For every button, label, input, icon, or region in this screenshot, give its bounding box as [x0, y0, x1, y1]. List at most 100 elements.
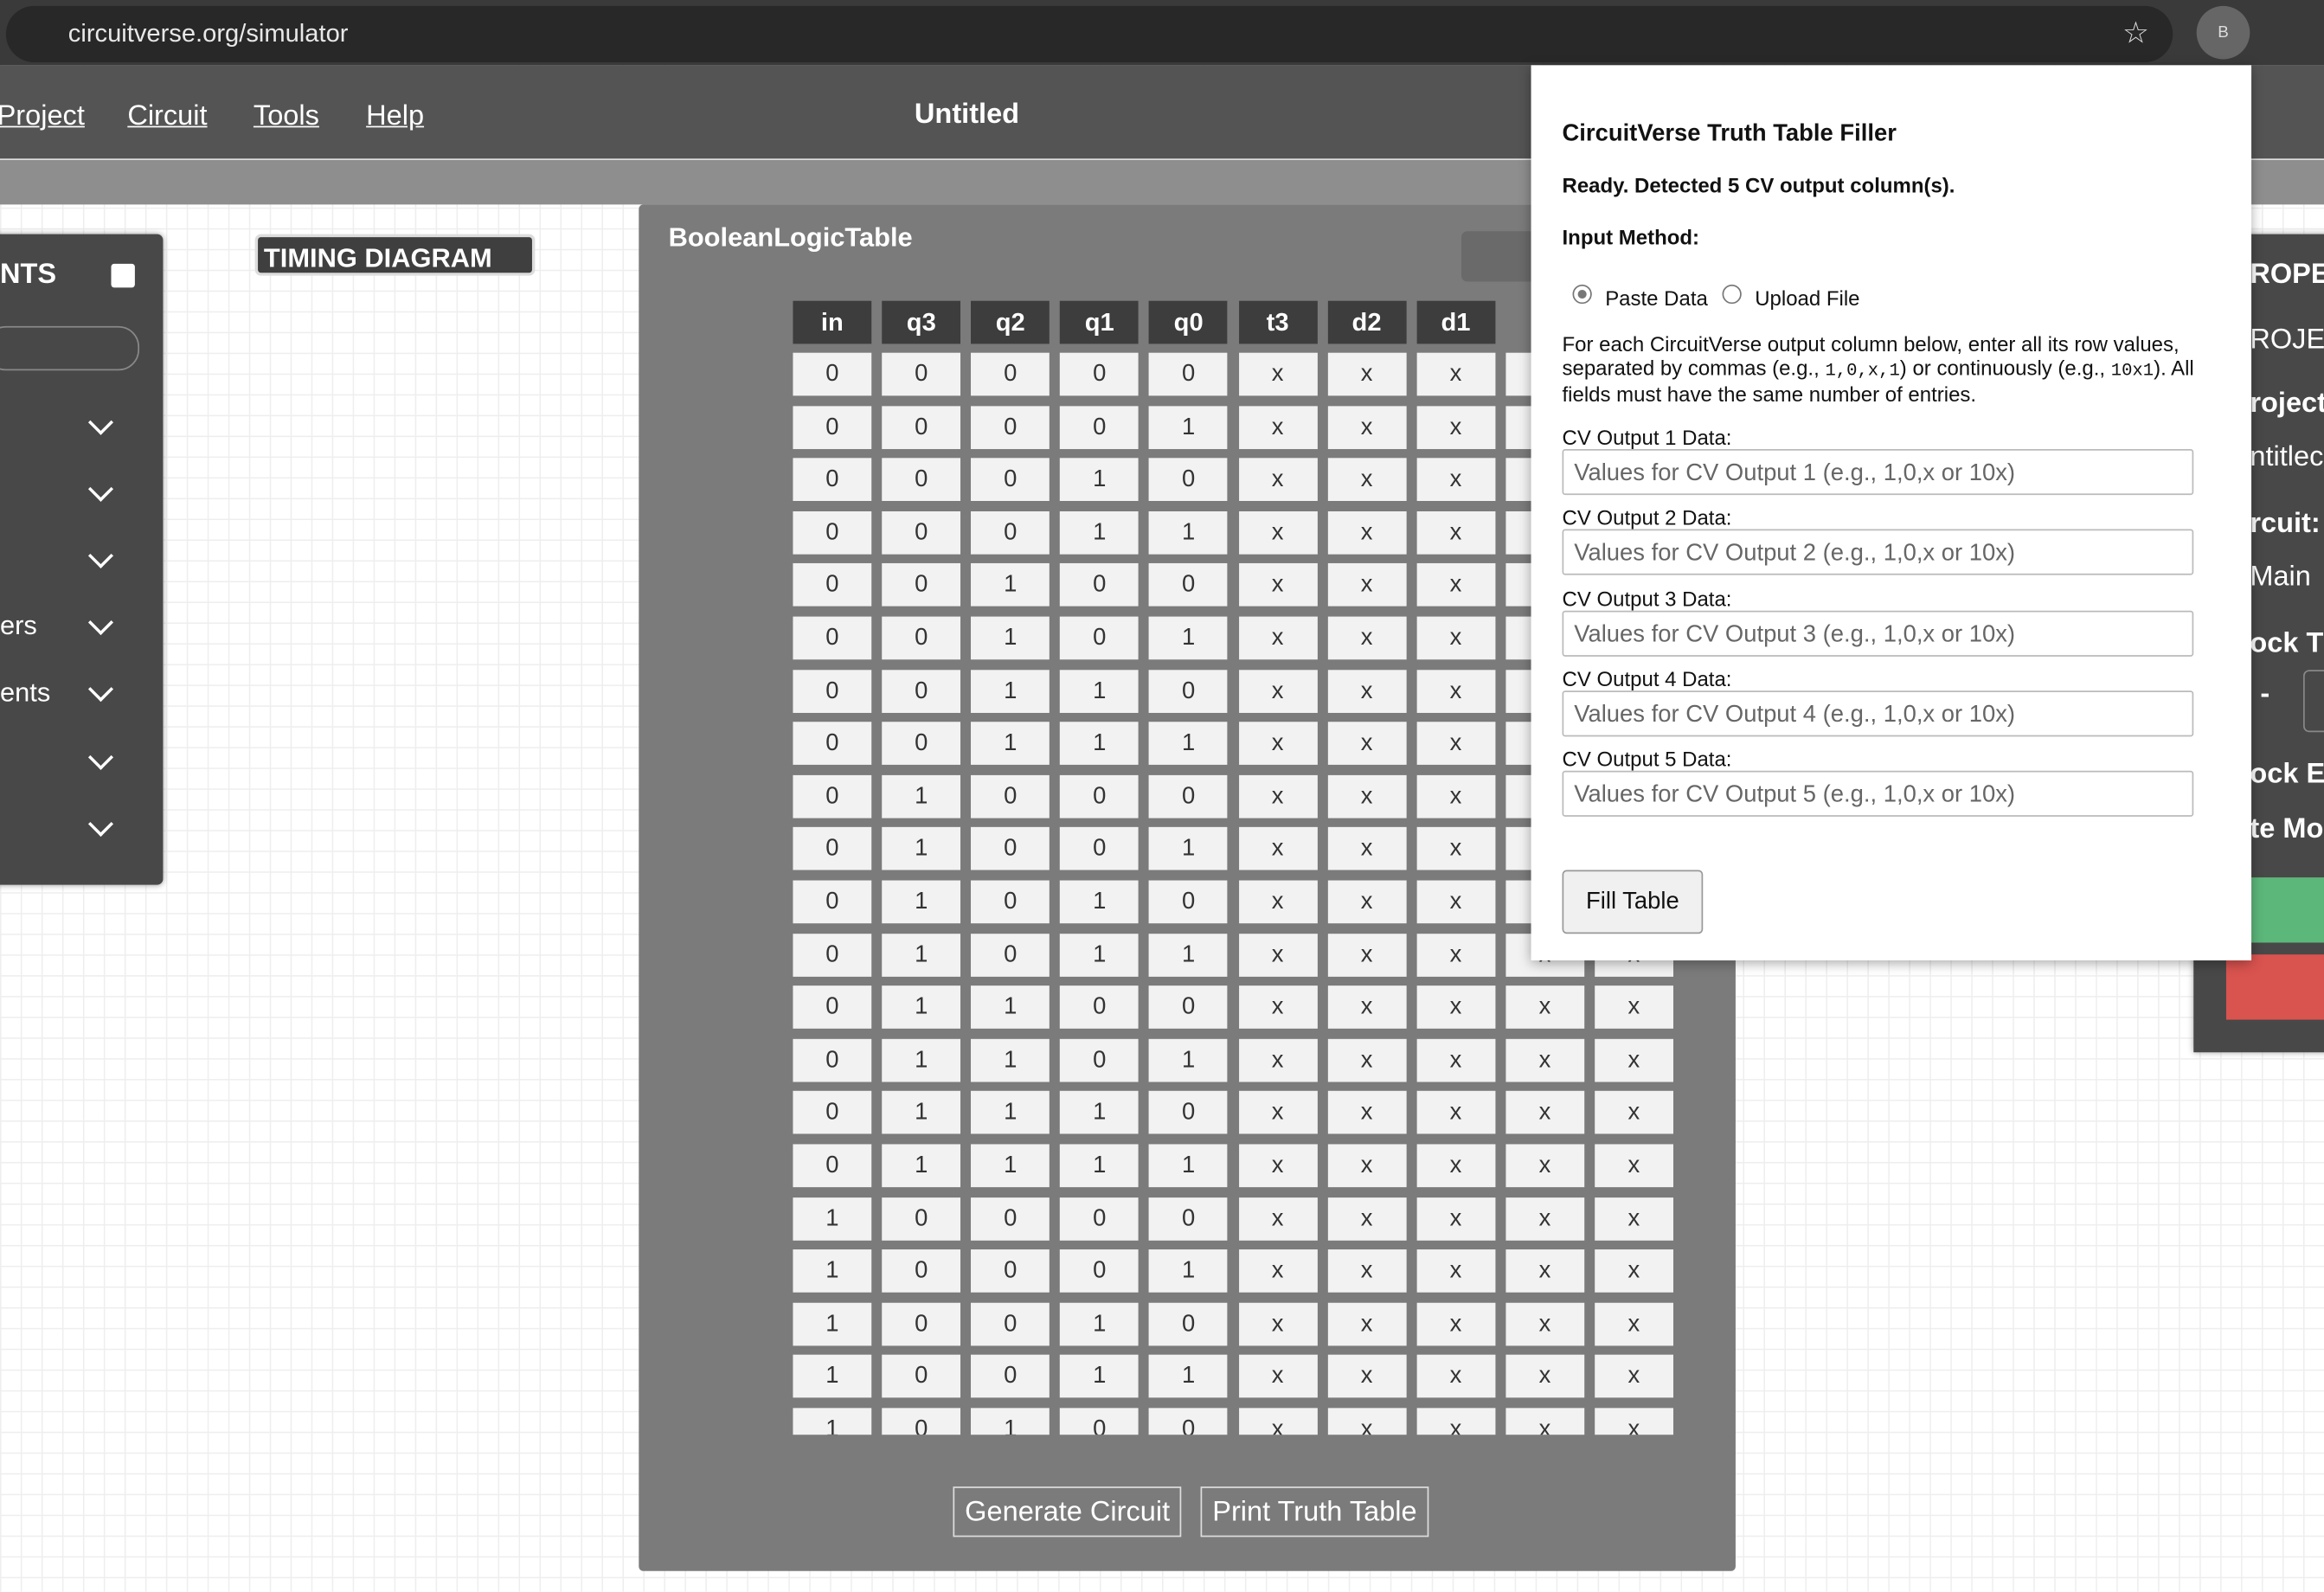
table-cell: x	[1327, 827, 1406, 871]
table-cell: 1	[1060, 933, 1140, 977]
table-cell: x	[1595, 1038, 1673, 1082]
table-cell: 0	[793, 1091, 872, 1135]
table-cell: x	[1416, 616, 1495, 660]
table-cell: 1	[971, 722, 1050, 766]
status-text: Ready. Detected 5 CV output column(s).	[1562, 173, 1955, 197]
table-cell: x	[1505, 1355, 1584, 1399]
table-cell: 0	[971, 1355, 1050, 1399]
table-cell: 0	[793, 510, 872, 555]
radio-paste[interactable]	[1572, 284, 1592, 305]
table-cell: 0	[1149, 880, 1229, 924]
table-cell: x	[1327, 563, 1406, 607]
panel-text: ROJE	[2250, 324, 2324, 356]
table-cell: 1	[793, 1408, 872, 1435]
collapse-button[interactable]	[111, 263, 135, 288]
radio-upload[interactable]	[1722, 284, 1742, 305]
table-cell: 0	[793, 352, 872, 396]
address-bar[interactable]: circuitverse.org/simulator	[5, 5, 2173, 62]
menu-item[interactable]: Tools	[253, 100, 319, 132]
table-cell: 0	[882, 352, 961, 396]
field-label: CV Output 4 Data:	[1562, 666, 1732, 691]
text-field[interactable]: Values for CV Output 1 (e.g., 1,0,x or 1…	[1562, 449, 2194, 496]
table-cell: x	[1238, 1408, 1318, 1435]
table-cell: 1	[882, 933, 961, 977]
field-label: CV Output 1 Data:	[1562, 425, 1732, 450]
table-cell: 1	[971, 669, 1050, 713]
table-cell: 1	[1149, 1249, 1229, 1294]
table-cell: 0	[793, 933, 872, 977]
table-cell: x	[1595, 1091, 1673, 1135]
table-cell: 0	[1149, 669, 1229, 713]
menu-item[interactable]: Project	[0, 100, 85, 132]
column-header: t3	[1238, 300, 1318, 344]
table-cell: 1	[1060, 722, 1140, 766]
red-button[interactable]	[2225, 954, 2324, 1020]
table-cell: 1	[1149, 933, 1229, 977]
table-cell: 1	[971, 1038, 1050, 1082]
panel-text: ROPEI	[2250, 259, 2324, 291]
panel-text: Main	[2250, 562, 2311, 594]
search-box[interactable]	[0, 325, 140, 371]
menu-item[interactable]: Circuit	[127, 100, 208, 132]
column-header: d2	[1327, 300, 1406, 344]
table-cell: 0	[1060, 985, 1140, 1030]
panel-text: te Mo	[2250, 813, 2324, 845]
table-cell: x	[1416, 985, 1495, 1030]
table-cell: 0	[882, 1249, 961, 1294]
table-cell: 0	[971, 880, 1050, 924]
menu-item[interactable]: Help	[366, 100, 425, 132]
instruction-text: For each CircuitVerse output column belo…	[1562, 331, 2180, 356]
text-field[interactable]: Values for CV Output 2 (e.g., 1,0,x or 1…	[1562, 530, 2194, 576]
radio-label[interactable]: Upload File	[1755, 286, 1860, 311]
text-field[interactable]: Values for CV Output 5 (e.g., 1,0,x or 1…	[1562, 771, 2194, 818]
table-cell: x	[1416, 722, 1495, 766]
print-button[interactable]: Print Truth Table	[1200, 1486, 1429, 1537]
text-field[interactable]: Values for CV Output 3 (e.g., 1,0,x or 1…	[1562, 610, 2194, 657]
text-field[interactable]: Values for CV Output 4 (e.g., 1,0,x or 1…	[1562, 690, 2194, 737]
generate-button[interactable]: Generate Circuit	[953, 1486, 1182, 1537]
star-icon[interactable]: ☆	[2122, 17, 2149, 51]
category-label[interactable]: ents	[0, 677, 51, 708]
fill-table-button[interactable]: Fill Table	[1562, 870, 1704, 934]
table-cell: 0	[793, 1144, 872, 1188]
table-cell: 0	[793, 722, 872, 766]
table-cell: 1	[882, 880, 961, 924]
table-cell: x	[1505, 1408, 1584, 1435]
elements-panel: NTS ers ents	[0, 234, 164, 885]
table-cell: x	[1238, 669, 1318, 713]
table-cell: x	[1327, 352, 1406, 396]
table-cell: 0	[1060, 1408, 1140, 1435]
table-cell: 0	[971, 1302, 1050, 1346]
table-cell: x	[1327, 1038, 1406, 1082]
table-cell: 1	[971, 1144, 1050, 1188]
table-cell: x	[1238, 1197, 1318, 1241]
table-cell: 0	[1149, 1408, 1229, 1435]
table-cell: 0	[971, 458, 1050, 502]
table-cell: x	[1416, 1091, 1495, 1135]
table-cell: 0	[971, 1197, 1050, 1241]
timing-diagram-button[interactable]: TIMING DIAGRAM	[254, 234, 536, 276]
table-cell: x	[1595, 1302, 1673, 1346]
table-cell: 0	[793, 827, 872, 871]
table-cell: x	[1416, 1197, 1495, 1241]
code: 10x1	[2110, 360, 2154, 382]
radio-label[interactable]: Paste Data	[1605, 286, 1708, 311]
table-cell: x	[1327, 1408, 1406, 1435]
browser-bar: circuitverse.org/simulator ☆ B	[0, 0, 2324, 66]
profile-avatar[interactable]: B	[2196, 5, 2250, 60]
table-cell: x	[1238, 774, 1318, 818]
category-label[interactable]: ers	[0, 610, 37, 641]
panel-title: BooleanLogicTable	[668, 221, 913, 253]
table-cell: 0	[882, 1408, 961, 1435]
table-cell: x	[1595, 985, 1673, 1030]
input-box[interactable]	[2303, 670, 2324, 733]
table-cell: x	[1505, 985, 1584, 1030]
project-title[interactable]: Untitled	[914, 99, 1020, 131]
table-cell: 0	[882, 616, 961, 660]
table-cell: x	[1327, 669, 1406, 713]
field-label: CV Output 3 Data:	[1562, 586, 1732, 611]
table-cell: 1	[1060, 669, 1140, 713]
table-cell: 0	[882, 405, 961, 449]
extension-popup: CircuitVerse Truth Table Filler Ready. D…	[1531, 65, 2252, 961]
